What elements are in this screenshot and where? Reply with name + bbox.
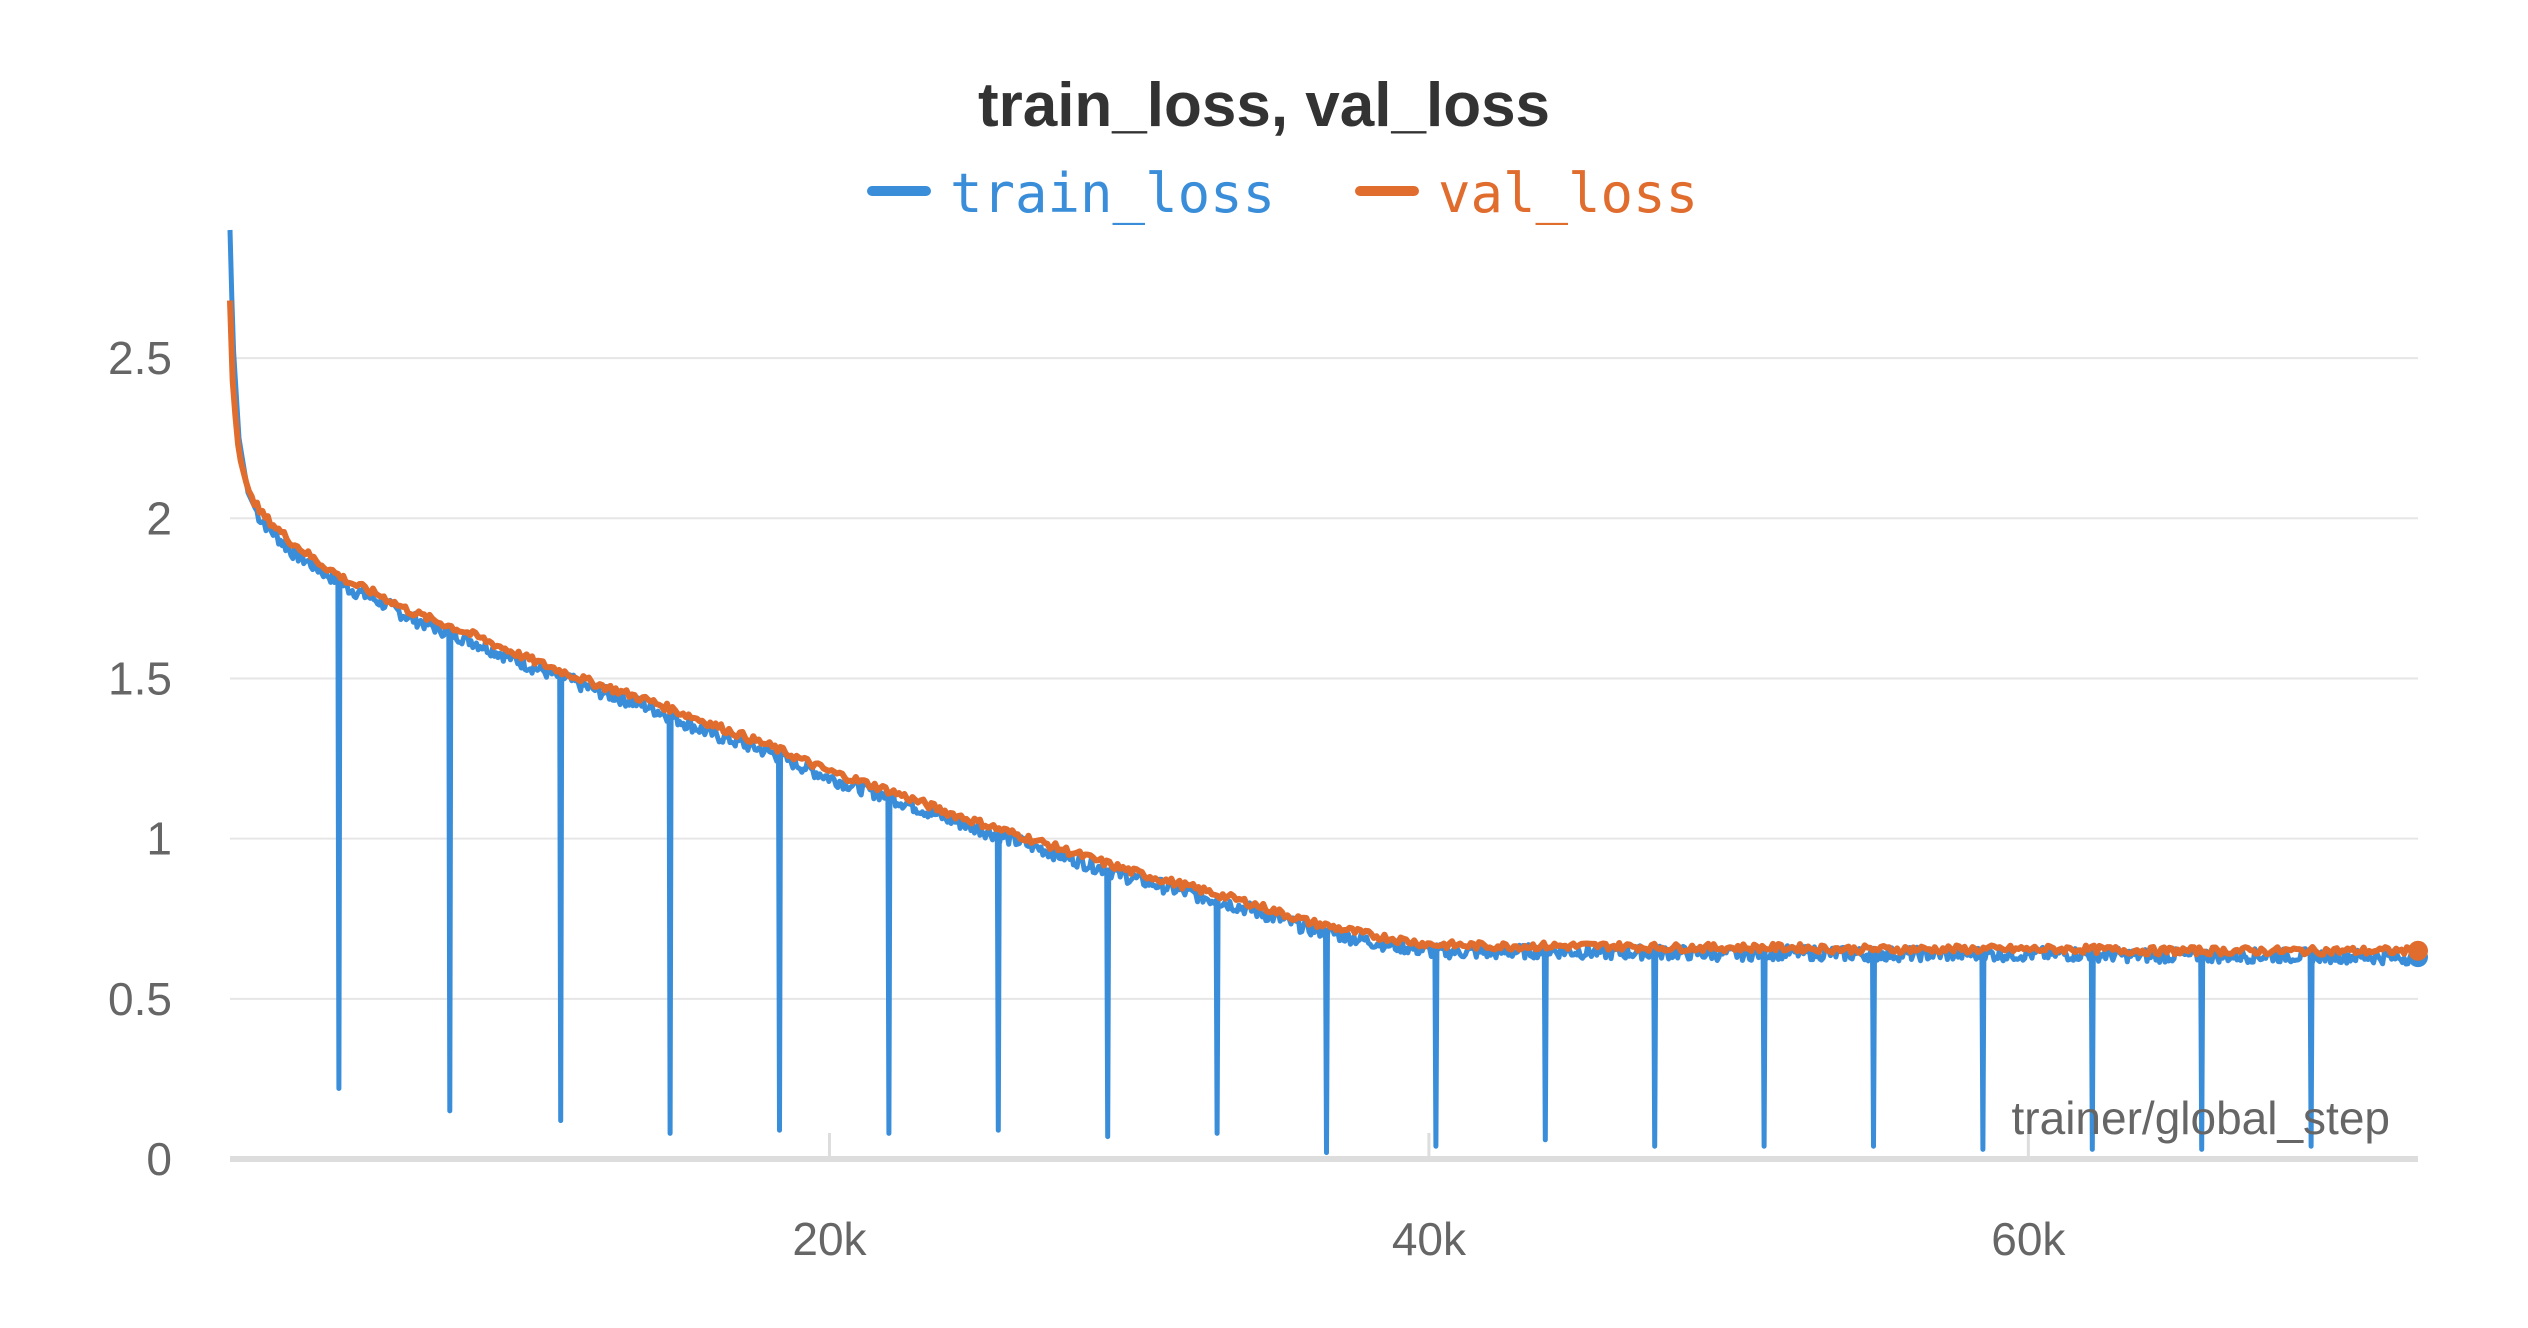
y-tick-label: 1.5: [108, 652, 172, 704]
legend-item-train-loss[interactable]: train_loss: [867, 162, 1275, 225]
x-tick-label: 40k: [1392, 1213, 1467, 1265]
series-endpoint-val-loss: [2408, 940, 2428, 961]
y-axis-ticks: 0 0.5 1 1.5 2 2.5: [108, 332, 172, 1185]
y-tick-label: 0: [146, 1133, 172, 1185]
series-line-train-loss[interactable]: [227, 229, 2420, 1156]
legend-label-train-loss: train_loss: [950, 162, 1275, 225]
legend-item-val-loss[interactable]: val_loss: [1355, 162, 1698, 225]
x-tick-label: 60k: [1991, 1213, 2066, 1265]
series-line-val-loss[interactable]: [227, 300, 2421, 958]
chart-title: train_loss, val_loss: [978, 71, 1550, 140]
plot-area[interactable]: [227, 229, 2428, 1156]
y-tick-label: 2: [146, 492, 172, 544]
legend-label-val-loss: val_loss: [1438, 162, 1698, 225]
x-axis-label: trainer/global_step: [2012, 1092, 2390, 1144]
x-tick-label: 20k: [792, 1213, 867, 1265]
y-tick-label: 1: [146, 813, 172, 865]
y-tick-label: 0.5: [108, 973, 172, 1025]
x-axis-ticks: 20k 40k 60k: [792, 1133, 2066, 1265]
y-tick-label: 2.5: [108, 332, 172, 384]
legend: train_loss val_loss: [867, 162, 1698, 225]
